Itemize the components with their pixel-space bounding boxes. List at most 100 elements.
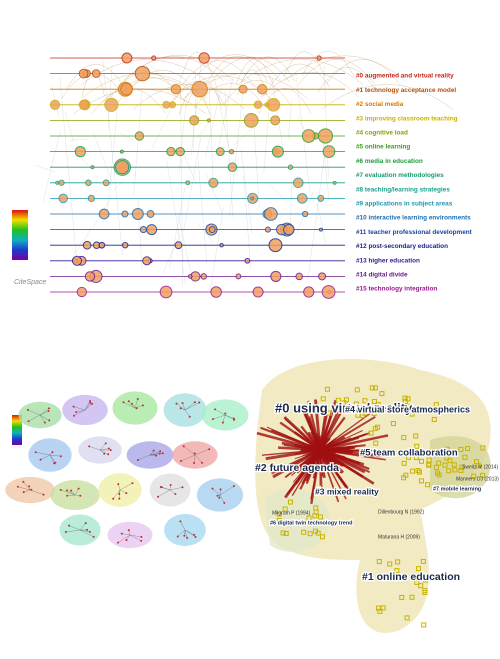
link xyxy=(222,414,226,423)
link xyxy=(260,89,281,97)
author-label: Maturana H (2009) xyxy=(378,534,420,540)
node xyxy=(75,411,78,414)
legend-label: #7 evaluation methodologies xyxy=(356,172,444,179)
legend-label: #13 higher education xyxy=(356,257,420,264)
link xyxy=(137,454,151,461)
node xyxy=(413,433,419,439)
link xyxy=(67,494,76,496)
node xyxy=(89,400,92,403)
link xyxy=(184,402,195,411)
node xyxy=(115,160,130,175)
citation-arc xyxy=(238,59,363,85)
node xyxy=(317,194,325,202)
link xyxy=(89,446,101,451)
link xyxy=(179,94,188,172)
citation-arc xyxy=(321,84,453,110)
node xyxy=(127,400,130,403)
node xyxy=(201,461,204,464)
author-label: Manners DJ (2013) xyxy=(456,476,499,482)
legend-label: #0 augmented and virtual reality xyxy=(356,73,454,80)
node xyxy=(71,255,82,266)
node xyxy=(135,407,138,410)
node xyxy=(404,615,410,621)
node xyxy=(227,162,238,172)
node xyxy=(221,421,224,424)
link xyxy=(79,529,90,532)
node xyxy=(368,430,374,436)
node xyxy=(433,402,439,408)
node xyxy=(142,256,152,266)
link xyxy=(117,534,131,543)
node xyxy=(176,535,179,538)
node xyxy=(118,493,121,496)
node xyxy=(387,405,393,411)
link xyxy=(107,112,118,212)
node xyxy=(243,113,259,128)
link xyxy=(160,486,171,491)
legend-label: #5 online learning xyxy=(356,144,410,151)
link xyxy=(253,120,260,208)
link xyxy=(73,406,86,411)
link xyxy=(29,489,44,495)
cluster-label: #7 mobile learning xyxy=(433,486,481,492)
node xyxy=(86,528,89,531)
citation-arc xyxy=(101,77,207,104)
citation-arc xyxy=(125,70,200,96)
link xyxy=(194,454,203,463)
cluster-label: #3 mixed reality xyxy=(315,486,379,496)
node xyxy=(103,452,106,455)
node xyxy=(22,491,25,494)
node xyxy=(157,495,160,498)
node xyxy=(337,407,343,413)
node xyxy=(89,401,92,404)
node xyxy=(66,489,69,492)
link xyxy=(319,449,348,488)
node xyxy=(117,541,120,544)
node xyxy=(387,561,393,567)
link xyxy=(49,454,56,463)
node xyxy=(307,531,313,537)
link xyxy=(223,78,232,82)
node xyxy=(458,446,464,452)
node xyxy=(409,594,415,600)
node xyxy=(296,193,308,204)
node xyxy=(47,407,50,410)
link xyxy=(191,59,202,156)
node xyxy=(208,177,219,188)
node xyxy=(198,401,201,404)
link xyxy=(149,451,161,456)
node xyxy=(372,426,378,432)
link xyxy=(224,414,235,420)
node xyxy=(473,459,479,465)
node xyxy=(307,520,313,526)
node xyxy=(371,398,377,404)
link xyxy=(119,489,121,499)
node xyxy=(181,486,184,489)
node xyxy=(131,482,134,485)
node xyxy=(210,286,222,298)
node xyxy=(426,461,432,467)
node xyxy=(134,131,145,141)
node xyxy=(271,145,284,158)
node xyxy=(125,492,128,495)
link xyxy=(69,525,81,531)
node xyxy=(136,398,139,401)
link xyxy=(79,522,86,531)
cluster-label: #2 future agenda xyxy=(255,462,339,474)
node xyxy=(140,539,143,542)
node xyxy=(121,210,129,218)
node xyxy=(416,469,422,475)
link xyxy=(84,403,93,411)
node xyxy=(402,395,408,401)
node xyxy=(303,286,315,298)
legend-label: #14 digital divide xyxy=(356,271,408,278)
link xyxy=(119,132,134,141)
link xyxy=(219,486,235,496)
citation-arc xyxy=(298,59,376,85)
node xyxy=(104,97,119,112)
link xyxy=(184,529,188,538)
node xyxy=(107,447,110,450)
node xyxy=(84,522,87,525)
node xyxy=(146,210,155,218)
node xyxy=(232,417,235,420)
